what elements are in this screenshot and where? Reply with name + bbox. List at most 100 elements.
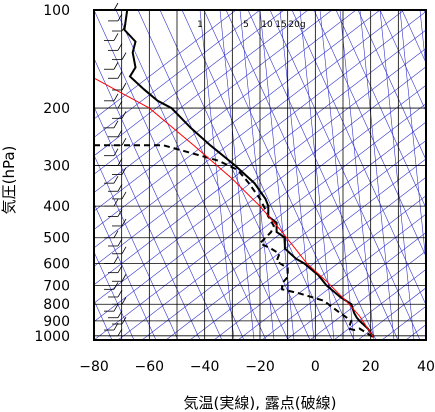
wind-barb-flag <box>113 33 119 41</box>
y-tick-label: 400 <box>43 199 70 215</box>
wind-barb-flag <box>117 158 123 166</box>
parcel-line <box>94 77 374 338</box>
wind-barb-flag <box>113 282 119 290</box>
guide-line <box>319 10 355 340</box>
wind-barb-flag <box>113 2 119 11</box>
grid-lines <box>94 9 426 340</box>
mixing-ratio-label: 20g <box>288 20 305 30</box>
wind-barb-flag <box>117 13 123 22</box>
wind-barb-flag <box>117 328 123 337</box>
guide-line <box>94 10 285 157</box>
y-tick-label: 200 <box>43 101 70 117</box>
x-tick-labels: −80 −60 −40 −20 0 20 40 <box>79 359 435 375</box>
y-tick-label: 600 <box>43 257 70 273</box>
x-tick-label: −60 <box>135 359 165 375</box>
x-tick-label: 0 <box>311 359 320 375</box>
guide-line <box>225 10 377 340</box>
wind-barb-flag <box>121 23 127 32</box>
wind-barb-flag <box>117 43 123 51</box>
guide-line <box>94 10 309 175</box>
mixing-ratio-label: 5 <box>243 20 249 30</box>
guide-line <box>405 324 426 340</box>
y-tick-label: 500 <box>43 231 70 247</box>
guide-line <box>335 10 426 209</box>
x-tick-label: −40 <box>190 359 220 375</box>
profile-lines <box>94 10 375 339</box>
guide-line <box>379 10 426 112</box>
mixing-ratio-label: 10 <box>261 20 273 30</box>
guide-line <box>94 106 201 340</box>
wind-barb-flag <box>117 129 123 137</box>
wind-barb-flag <box>121 138 127 146</box>
guide-line <box>247 10 399 340</box>
x-tick-label: −80 <box>79 359 109 375</box>
guide-line <box>94 10 237 120</box>
wind-barb-flag <box>121 274 127 282</box>
guide-line <box>94 10 381 230</box>
guide-line <box>94 84 426 340</box>
wind-barb-flag <box>121 246 127 254</box>
wind-barb-flag <box>121 316 127 325</box>
x-tick-label: 20 <box>362 359 380 375</box>
guide-line <box>219 10 255 340</box>
y-tick-label: 900 <box>43 314 70 330</box>
wind-barb-flag <box>113 120 119 129</box>
guide-line <box>285 232 426 340</box>
x-tick-label: −20 <box>245 359 275 375</box>
y-tick-label: 300 <box>43 158 70 174</box>
mixing-ratio-label: 1 <box>197 20 203 30</box>
wind-barb-flag <box>113 198 119 207</box>
guide-line <box>137 10 289 340</box>
wind-barb-flag <box>121 191 127 200</box>
wind-barb-flag <box>121 52 127 60</box>
wind-barbs <box>104 2 127 337</box>
wind-barb-flag <box>121 167 127 175</box>
guide-line <box>357 10 426 161</box>
guide-line <box>213 176 426 340</box>
wind-barb-flag <box>113 93 119 102</box>
wind-barb-flag <box>117 310 123 318</box>
wind-barb-flag <box>113 256 119 264</box>
y-tick-label: 800 <box>43 297 70 313</box>
x-axis-label: 気温(実線), 露点(破線) <box>184 394 337 412</box>
wind-barb-flag <box>121 111 127 119</box>
wind-barb-flag <box>113 62 119 70</box>
guide-line <box>379 10 415 340</box>
wind-barb-flag <box>113 175 119 184</box>
guide-line <box>94 10 405 249</box>
mixing-ratio-labels: 1 5 10 15 20g <box>197 20 305 30</box>
wind-barb-flag <box>113 322 119 331</box>
wind-barb-flag <box>117 71 123 79</box>
guide-line <box>401 10 426 64</box>
dewpoint-line <box>94 144 374 339</box>
wind-barb-flag <box>117 265 123 273</box>
wind-barb-flag <box>121 297 127 305</box>
wind-barb-flag <box>121 82 127 91</box>
y-tick-label: 1000 <box>34 329 70 345</box>
wind-barb-flag <box>117 238 123 247</box>
wind-barb-flag <box>113 230 119 238</box>
wind-barb-flag <box>113 148 119 156</box>
guide-line <box>381 305 426 340</box>
wind-barb-flag <box>117 289 123 298</box>
guide-line <box>199 10 235 340</box>
guide-line <box>299 10 335 340</box>
y-axis-label: 気圧(hPa) <box>0 146 18 215</box>
guide-line <box>94 10 357 212</box>
wind-barb-flag <box>117 100 123 109</box>
guide-line <box>399 10 426 266</box>
y-tick-label: 700 <box>43 278 70 294</box>
wind-barb-flag <box>117 209 123 217</box>
guide-line <box>313 10 426 258</box>
wind-barb-flag <box>113 303 119 312</box>
wind-barb-flag <box>121 218 127 227</box>
y-tick-label: 100 <box>43 3 70 19</box>
guide-line <box>94 10 261 138</box>
mixing-ratio-label: 15 <box>275 20 286 30</box>
guide-line <box>357 287 426 340</box>
guide-line <box>94 47 426 304</box>
x-tick-label: 40 <box>417 359 435 375</box>
plot-frame <box>93 9 427 341</box>
